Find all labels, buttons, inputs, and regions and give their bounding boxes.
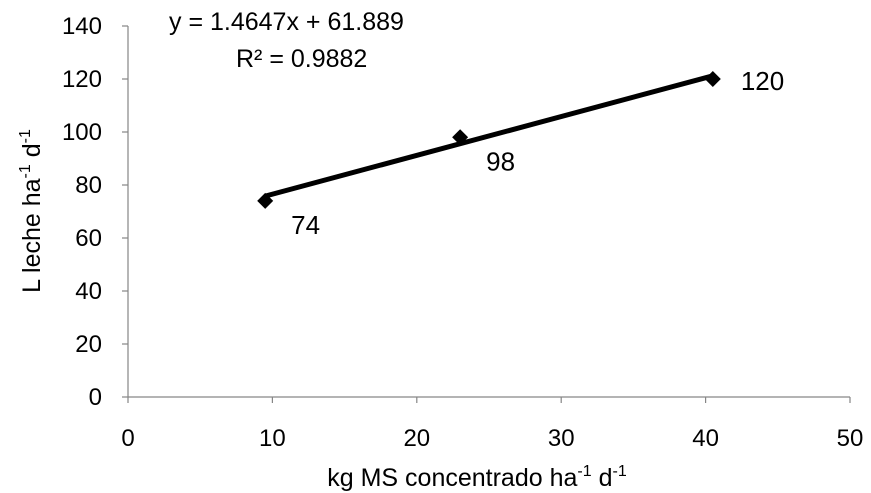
data-point-marker	[704, 71, 721, 87]
x-axis-title-sup2: -1	[613, 463, 627, 480]
marker-layer	[257, 71, 721, 209]
y-axis-title-main: L leche ha	[18, 178, 46, 293]
data-point-marker	[452, 129, 469, 146]
x-axis-title-main: kg MS concentrado ha	[327, 464, 577, 492]
y-axis-title: L leche ha-1 d-1	[17, 129, 46, 293]
data-label: 120	[741, 66, 784, 96]
y-axis-ticks: 0 20 40 60 80 100 120 140	[62, 13, 128, 411]
y-tick-label: 20	[75, 331, 102, 358]
data-label-layer: 74 98 120	[291, 66, 784, 240]
trendline-equation: y = 1.4647x + 61.889	[169, 8, 404, 36]
x-axis-ticks: 0 10 20 30 40 50	[121, 397, 863, 452]
x-tick-label: 0	[121, 425, 134, 452]
trendline-r2: R² = 0.9882	[236, 45, 367, 73]
y-tick-label: 140	[62, 13, 102, 40]
y-tick-label: 100	[62, 119, 102, 146]
trendline-layer	[264, 73, 714, 199]
y-tick-label: 40	[75, 278, 102, 305]
trendline	[264, 73, 714, 199]
plot-area: 0 20 40 60 80 100 120 140 0 10 20 30 40 50 74 98 120	[62, 13, 863, 452]
x-tick-label: 20	[403, 425, 430, 452]
x-axis-title-sup1: -1	[577, 463, 591, 480]
x-tick-label: 30	[548, 425, 575, 452]
data-label: 74	[291, 210, 320, 240]
x-tick-label: 40	[692, 425, 719, 452]
y-tick-label: 80	[75, 172, 102, 199]
x-axis-title-mid: d	[592, 464, 613, 492]
y-tick-label: 60	[75, 225, 102, 252]
x-tick-label: 50	[837, 425, 864, 452]
x-axis-title: kg MS concentrado ha-1 d-1	[327, 463, 627, 492]
y-tick-label: 0	[89, 384, 102, 411]
y-axis-title-mid: d	[18, 143, 46, 164]
data-label: 98	[486, 146, 515, 176]
y-axis-title-sup2: -1	[17, 129, 34, 143]
x-tick-label: 10	[259, 425, 286, 452]
y-tick-label: 120	[62, 66, 102, 93]
data-point-marker	[257, 192, 274, 209]
y-axis-title-sup1: -1	[17, 164, 34, 178]
